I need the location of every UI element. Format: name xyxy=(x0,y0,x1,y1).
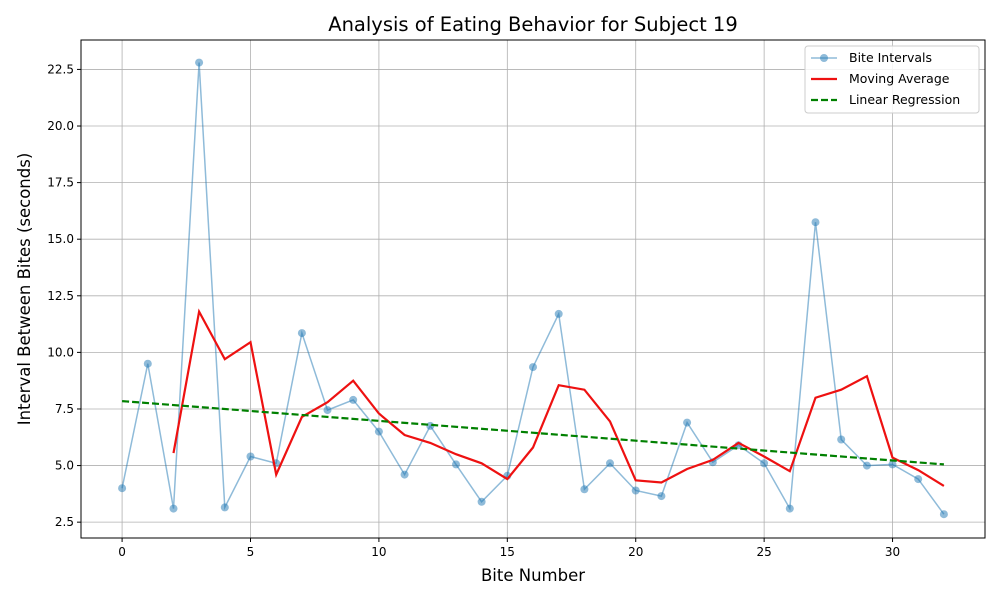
data-point-bite-intervals xyxy=(683,418,692,427)
y-tick-label: 5.0 xyxy=(55,459,74,473)
data-point-bite-intervals xyxy=(297,329,306,338)
y-tick-label: 2.5 xyxy=(55,515,74,529)
data-point-bite-intervals xyxy=(529,363,537,372)
x-tick-label: 20 xyxy=(628,545,643,559)
data-point-bite-intervals xyxy=(888,460,897,469)
y-tick-label: 17.5 xyxy=(47,176,74,190)
data-point-bite-intervals xyxy=(785,504,794,513)
data-point-bite-intervals xyxy=(477,497,486,506)
series-layer xyxy=(118,58,948,519)
data-point-bite-intervals xyxy=(862,461,871,470)
y-axis-label: Interval Between Bites (seconds) xyxy=(15,153,34,426)
data-point-bite-intervals xyxy=(400,470,409,479)
data-point-bite-intervals xyxy=(554,309,563,318)
y-tick-label: 20.0 xyxy=(47,119,74,133)
data-point-bite-intervals xyxy=(452,460,460,469)
data-point-bite-intervals xyxy=(169,504,178,513)
series-line-moving-average xyxy=(172,308,945,487)
ticks: 0 5 10 15 20 25 30 2.5 5.0 7.5 10.0 12.5 15.0 17.5 20.… xyxy=(47,62,900,559)
x-axis-label: Bite Number xyxy=(481,566,585,585)
data-point-bite-intervals xyxy=(323,406,332,415)
data-point-bite-intervals xyxy=(914,475,923,484)
legend: Bite Intervals Moving Average Linear Reg… xyxy=(804,45,980,114)
legend-box xyxy=(804,45,980,114)
x-tick-label: 15 xyxy=(500,545,515,559)
series-line-linear-regression xyxy=(122,400,944,466)
legend-marker-bite-intervals xyxy=(820,54,828,62)
x-tick-label: 30 xyxy=(885,545,900,559)
x-tick-label: 10 xyxy=(371,545,386,559)
data-point-bite-intervals xyxy=(939,510,948,519)
data-point-bite-intervals xyxy=(760,459,769,468)
legend-label-moving-average: Moving Average xyxy=(849,71,950,86)
data-point-bite-intervals xyxy=(606,459,614,468)
data-point-bite-intervals xyxy=(195,58,204,67)
plot-frame xyxy=(80,39,986,539)
data-point-bite-intervals xyxy=(811,218,820,227)
data-point-bite-intervals xyxy=(118,484,127,493)
y-tick-label: 12.5 xyxy=(47,289,74,303)
data-point-bite-intervals xyxy=(631,486,640,495)
data-point-bite-intervals xyxy=(143,359,152,368)
data-point-bite-intervals xyxy=(246,452,255,461)
grid xyxy=(81,40,985,538)
data-point-bite-intervals xyxy=(837,435,846,444)
y-tick-label: 15.0 xyxy=(47,232,74,246)
data-point-bite-intervals xyxy=(374,427,383,436)
y-tick-label: 10.0 xyxy=(47,345,74,359)
data-point-bite-intervals xyxy=(349,395,358,404)
y-tick-label: 22.5 xyxy=(47,62,74,76)
x-tick-label: 0 xyxy=(118,545,126,559)
legend-label-linear-regression: Linear Regression xyxy=(849,92,960,107)
y-tick-label: 7.5 xyxy=(55,402,74,416)
data-point-bite-intervals xyxy=(657,492,666,501)
chart-title: Analysis of Eating Behavior for Subject … xyxy=(328,13,738,36)
data-point-bite-intervals xyxy=(220,503,229,512)
x-tick-label: 5 xyxy=(247,545,255,559)
legend-label-bite-intervals: Bite Intervals xyxy=(849,50,932,65)
x-tick-label: 25 xyxy=(756,545,771,559)
data-point-bite-intervals xyxy=(580,485,589,494)
